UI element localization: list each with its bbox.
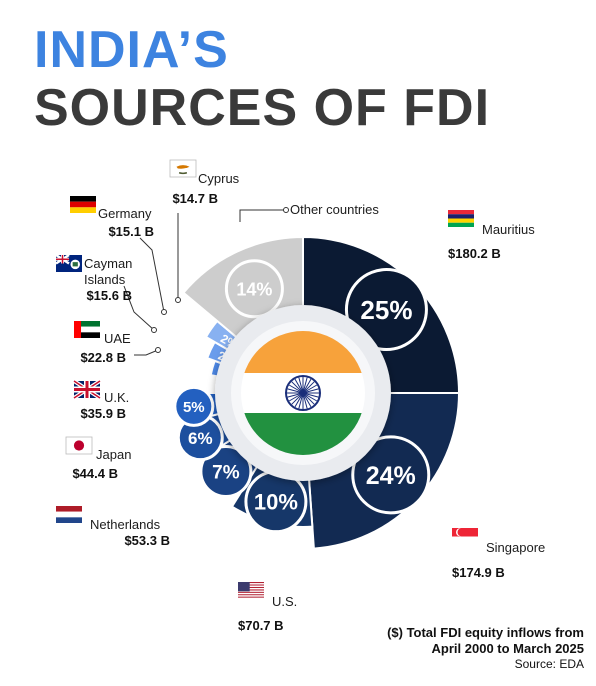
- country-labels: Mauritius $180.2 B Singapore $174.9 B U.S. $7…: [55, 159, 545, 633]
- label-germany: Germany $15.1 B: [70, 196, 154, 239]
- footnote-line2: April 2000 to March 2025: [431, 640, 584, 656]
- netherlands-flag-icon: [56, 506, 82, 523]
- value-label: $35.9 B: [80, 406, 126, 421]
- mauritius-flag-icon: [448, 210, 474, 227]
- value-label: $70.7 B: [238, 618, 284, 633]
- percent-label: 5%: [183, 399, 205, 416]
- country-name: Cyprus: [198, 171, 240, 186]
- label-other-countries: Other countries: [290, 202, 379, 217]
- leader-dot: [151, 327, 157, 333]
- value-label: $44.4 B: [72, 466, 118, 481]
- country-name: Germany: [98, 206, 152, 221]
- leader-dot: [155, 347, 161, 353]
- germany-flag-icon: [70, 196, 96, 213]
- value-label: $14.7 B: [172, 191, 218, 206]
- label-u-k: U.K.$35.9 B: [72, 379, 129, 421]
- percent-badge-circle: [173, 385, 215, 427]
- leader-dot: [283, 207, 289, 213]
- percent-label: 25%: [360, 295, 412, 325]
- ashoka-chakra-icon: [285, 375, 321, 411]
- percent-badge-circle: [344, 268, 428, 352]
- leader-line: [123, 285, 155, 331]
- percent-badge-circle: [199, 444, 253, 498]
- label-u-s: U.S. $70.7 B: [238, 582, 297, 633]
- chart-title-line2: SOURCES OF FDI: [34, 79, 491, 137]
- label-singapore: Singapore $174.9 B: [452, 528, 545, 580]
- country-name: UAE: [104, 331, 131, 346]
- value-label: $15.1 B: [108, 224, 154, 239]
- us-flag-icon: [238, 582, 264, 599]
- country-name: Cayman: [84, 256, 132, 271]
- label-uae: UAE $22.8 B: [74, 321, 131, 365]
- label-japan: Japan $44.4 B: [65, 436, 131, 481]
- percent-label: 10%: [254, 490, 298, 515]
- country-name: Other countries: [290, 202, 379, 217]
- country-name: Netherlands: [90, 517, 161, 532]
- value-label: $22.8 B: [80, 350, 126, 365]
- leader-line: [139, 237, 165, 313]
- uae-flag-icon: [74, 321, 100, 338]
- japan-flag-icon: [65, 436, 93, 455]
- percent-label: 7%: [212, 462, 240, 483]
- leader-dot: [175, 297, 181, 303]
- footnote: ($) Total FDI equity inflows from April …: [387, 625, 584, 673]
- percent-badges: 25%24%10%7%6%5%3%2%2%2%14%: [173, 259, 431, 534]
- country-name: U.S.: [272, 594, 297, 609]
- country-name: Japan: [96, 447, 131, 462]
- uk-flag-icon: [72, 379, 102, 400]
- label-netherlands: Netherlands$53.3 B: [56, 506, 170, 548]
- label-cyprus: Cyprus $14.7 B: [169, 159, 240, 206]
- leader-lines: [123, 207, 289, 356]
- footnote-line1: ($) Total FDI equity inflows from: [387, 624, 584, 640]
- country-name: Mauritius: [482, 222, 535, 237]
- leader-dot: [161, 309, 167, 315]
- cayman-islands-flag-icon: [55, 253, 82, 272]
- value-label: $174.9 B: [452, 565, 505, 580]
- value-label: $53.3 B: [124, 533, 170, 548]
- country-name: Singapore: [486, 540, 545, 555]
- leader-line: [239, 209, 286, 222]
- percent-badge-circle: [224, 259, 284, 319]
- percent-label: 6%: [188, 429, 213, 448]
- source-note: Source: EDA: [514, 657, 584, 671]
- cyprus-flag-icon: [169, 159, 197, 178]
- india-flag-icon: [215, 305, 391, 481]
- value-label: $180.2 B: [448, 246, 501, 261]
- percent-badge-circle: [351, 435, 431, 515]
- country-name: U.K.: [104, 390, 129, 405]
- leader-line: [134, 349, 159, 356]
- percent-label: 14%: [236, 279, 272, 299]
- value-label: $15.6 B: [86, 288, 132, 303]
- label-mauritius: Mauritius $180.2 B: [448, 210, 535, 261]
- country-name: Islands: [84, 272, 126, 287]
- chart-title-line1: INDIA’S: [34, 21, 229, 79]
- percent-label: 24%: [366, 462, 416, 490]
- singapore-flag-icon: [452, 528, 478, 545]
